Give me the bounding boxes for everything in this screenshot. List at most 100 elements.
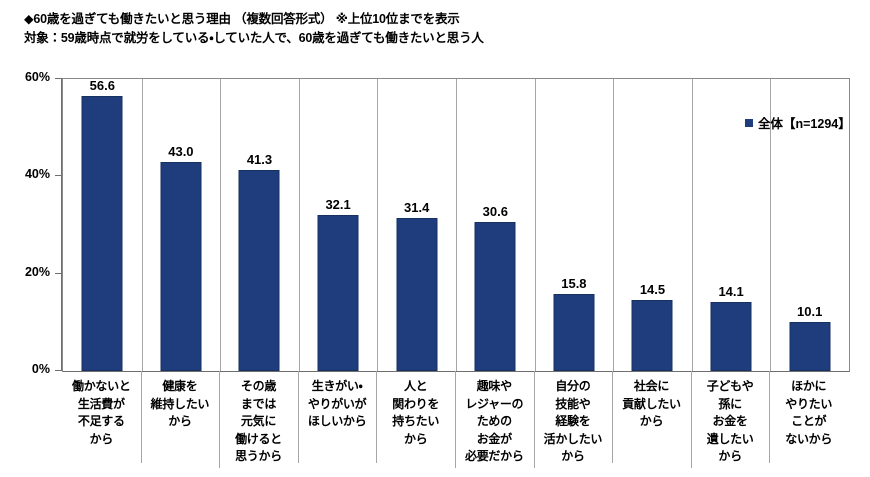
category-separator bbox=[533, 371, 535, 468]
category-label-line: 貢献したい bbox=[622, 396, 681, 411]
bar[interactable] bbox=[474, 222, 516, 371]
category-label-line: 趣味や bbox=[476, 379, 512, 393]
legend-label: 全体【n=1294】 bbox=[758, 117, 851, 131]
bar-value-label: 32.1 bbox=[325, 196, 351, 212]
bar[interactable] bbox=[81, 95, 123, 371]
bar-slot: 43.0 bbox=[142, 79, 221, 371]
y-axis-tick bbox=[55, 78, 62, 79]
category-label-line: 必要だから bbox=[465, 449, 524, 463]
category-separator bbox=[220, 79, 222, 371]
bar-slot: 14.1 bbox=[692, 79, 771, 371]
y-axis-tick-label: 60% bbox=[24, 70, 50, 84]
category-label-line: 生活費が bbox=[77, 396, 125, 411]
category-label-line: 健康を bbox=[162, 379, 198, 393]
bar-value-label: 10.1 bbox=[797, 303, 823, 319]
bar[interactable] bbox=[631, 300, 673, 371]
bar-value-label: 43.0 bbox=[168, 143, 194, 159]
category-separator bbox=[141, 79, 143, 371]
bar[interactable] bbox=[317, 214, 359, 371]
category-label-line: 孫に bbox=[718, 396, 742, 411]
y-axis-tick bbox=[55, 272, 62, 274]
legend-swatch-icon bbox=[745, 118, 753, 127]
category-label-line: お金が bbox=[476, 431, 512, 446]
category-separator bbox=[534, 79, 536, 371]
category-label-line: 働けると bbox=[235, 431, 282, 446]
category-label-line: 思うから bbox=[235, 449, 282, 463]
category-label-line: 持ちたい bbox=[392, 414, 440, 428]
category-label-line: 人と bbox=[403, 379, 428, 393]
chart-canvas: 0% 20% 40% 60% 56.6 43.0 41.3 32.1 31.4 30.6 15.8… bbox=[0, 62, 870, 477]
category-separator bbox=[691, 79, 693, 371]
category-label-line: ほかに bbox=[791, 379, 827, 393]
category-label: 子どもや 孫に お金を 遺したい から bbox=[691, 371, 770, 477]
bar-slot: 15.8 bbox=[535, 79, 614, 371]
category-separator bbox=[140, 371, 142, 463]
bar-value-label: 14.1 bbox=[718, 284, 744, 300]
category-label: 自分の 技能や 経験を 活かしたい から bbox=[534, 371, 613, 477]
category-separator bbox=[219, 371, 221, 468]
category-label-line: から bbox=[168, 414, 192, 428]
legend: 全体【n=1294】 bbox=[745, 113, 851, 132]
category-label-line: ないから bbox=[785, 431, 833, 446]
category-label-line: から bbox=[639, 414, 664, 428]
y-axis-tick-label: 20% bbox=[24, 264, 50, 279]
category-separator bbox=[690, 371, 692, 468]
category-label: 人と関わりを持ちたいから bbox=[376, 371, 455, 477]
y-axis-tick-label: 0% bbox=[31, 362, 50, 376]
plot-area: 56.6 43.0 41.3 32.1 31.4 30.6 15.8 14.5 14.1 10.1… bbox=[62, 77, 851, 372]
category-separator bbox=[769, 371, 771, 463]
category-separator bbox=[612, 371, 614, 463]
category-label: 生きがい・やりがいがほしいから bbox=[298, 371, 377, 477]
bar[interactable] bbox=[789, 321, 831, 371]
bar-value-label: 14.5 bbox=[639, 282, 666, 298]
bar[interactable] bbox=[396, 218, 438, 371]
category-separator bbox=[770, 79, 772, 371]
bar[interactable] bbox=[553, 294, 595, 371]
y-axis-tick bbox=[55, 370, 62, 371]
bar-value-label: 30.6 bbox=[482, 204, 508, 220]
category-label-line: から bbox=[403, 431, 428, 446]
bar-slot: 56.6 bbox=[63, 77, 142, 371]
bar[interactable] bbox=[160, 161, 202, 371]
category-label: 働かないと 生活費が 不足する から bbox=[62, 371, 141, 477]
category-label-line: 活かしたい bbox=[543, 431, 603, 446]
chart-subtitle-line-2: 対象：59歳時点で就労をしている・していた人で、60歳を過ぎても働きたいと思う人 bbox=[24, 31, 484, 45]
category-label-line: ための bbox=[476, 414, 512, 428]
y-axis-tick-label: 40% bbox=[24, 167, 50, 182]
category-label-line: 元気に bbox=[240, 414, 277, 428]
bar-slot: 31.4 bbox=[377, 79, 456, 371]
category-separator bbox=[455, 371, 456, 468]
category-label-line: 社会に bbox=[633, 379, 670, 393]
category-label-line: ほしいから bbox=[307, 414, 367, 428]
bar-slot: 41.3 bbox=[220, 79, 299, 371]
bar[interactable] bbox=[710, 302, 752, 371]
category-label-line: 経験を bbox=[555, 414, 591, 428]
bar-value-label: 31.4 bbox=[404, 200, 430, 216]
category-label: その歳 までは 元気に 働けると 思うから bbox=[219, 371, 298, 477]
bar-value-label: 56.6 bbox=[89, 77, 115, 93]
bar-slot: 32.1 bbox=[299, 79, 378, 371]
category-separator bbox=[298, 79, 300, 371]
category-label-line: から bbox=[718, 449, 742, 463]
bar-slot: 14.5 bbox=[613, 79, 692, 371]
category-separator bbox=[377, 79, 379, 371]
y-axis-labels: 0% 20% 40% 60% bbox=[0, 71, 870, 376]
category-label: ほかにやりたいことがないから bbox=[769, 371, 848, 477]
category-label-line: 生きがい・ bbox=[311, 379, 363, 393]
y-axis-line bbox=[61, 78, 62, 371]
category-label-line: 遺したい bbox=[706, 431, 754, 446]
bar-value-label: 15.8 bbox=[561, 276, 587, 292]
bar-slot: 10.1 bbox=[770, 79, 849, 371]
category-label-line: から bbox=[89, 431, 114, 446]
category-label-line: 技能や bbox=[555, 396, 591, 411]
category-label-line: 自分の bbox=[555, 379, 591, 393]
category-label-line: 関わりを bbox=[392, 396, 440, 411]
category-label-line: やりたい bbox=[785, 396, 833, 411]
bar[interactable] bbox=[238, 170, 280, 371]
y-axis bbox=[55, 78, 62, 371]
category-label-line: ことが bbox=[791, 414, 827, 428]
category-label-line: レジャーの bbox=[465, 396, 524, 411]
category-separator bbox=[456, 79, 457, 371]
category-separator bbox=[297, 371, 299, 463]
category-label-line: やりがいが bbox=[307, 396, 367, 411]
